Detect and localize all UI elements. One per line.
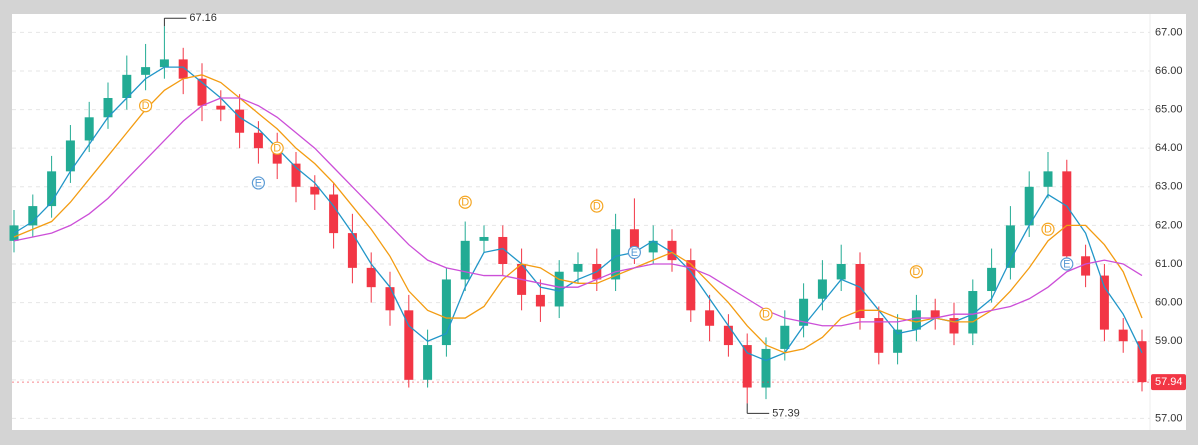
candle-body bbox=[65, 140, 75, 172]
candle-body bbox=[1024, 186, 1034, 226]
y-tick-label: 61.00 bbox=[1155, 258, 1183, 270]
candle-body bbox=[893, 329, 903, 353]
candle-body bbox=[291, 163, 301, 187]
event-marker bbox=[909, 265, 924, 279]
moving-average bbox=[13, 74, 1143, 354]
candle-body bbox=[930, 310, 940, 319]
y-tick-label: 65.00 bbox=[1155, 103, 1183, 115]
event-label: E bbox=[255, 177, 262, 189]
event-marker bbox=[270, 141, 284, 155]
candle-body bbox=[723, 325, 733, 346]
candle-body bbox=[329, 194, 339, 234]
candle-body bbox=[235, 109, 245, 133]
y-tick-label: 60.00 bbox=[1155, 297, 1183, 309]
event-marker bbox=[1041, 222, 1055, 236]
candle-body bbox=[705, 310, 715, 326]
event-marker bbox=[759, 307, 773, 321]
candle-body bbox=[47, 171, 57, 207]
candle-body bbox=[385, 287, 395, 311]
y-tick-label: 63.00 bbox=[1155, 181, 1183, 193]
low-label: 57.39 bbox=[772, 407, 800, 419]
event-marker bbox=[590, 199, 604, 213]
candle-body bbox=[911, 310, 921, 330]
candle-body bbox=[874, 318, 884, 353]
moving-average bbox=[13, 97, 1143, 327]
last-price-label: 57.94 bbox=[1155, 376, 1183, 388]
event-label: E bbox=[1063, 258, 1070, 270]
y-tick-label: 59.00 bbox=[1155, 335, 1183, 347]
candle-body bbox=[611, 229, 621, 280]
candle-body bbox=[441, 279, 451, 346]
event-label: D bbox=[762, 309, 770, 321]
candle-body bbox=[817, 279, 827, 299]
candle-body bbox=[272, 148, 282, 164]
candle-body bbox=[216, 105, 226, 110]
event-label: D bbox=[593, 200, 601, 212]
y-tick-label: 64.00 bbox=[1155, 142, 1183, 154]
candle-body bbox=[9, 225, 19, 241]
candle-body bbox=[535, 294, 545, 307]
candle-body bbox=[648, 240, 658, 253]
candle-body bbox=[103, 98, 113, 118]
candle-body bbox=[1137, 341, 1147, 383]
event-label: D bbox=[461, 197, 469, 209]
event-marker bbox=[1060, 257, 1074, 271]
candle-body bbox=[498, 236, 508, 264]
candle-body bbox=[949, 318, 959, 334]
candle-body bbox=[855, 264, 865, 319]
candle-body bbox=[1081, 256, 1091, 276]
event-label: D bbox=[1044, 224, 1052, 236]
candle-body bbox=[197, 78, 207, 106]
candle-body bbox=[310, 186, 320, 195]
candle-body bbox=[1118, 329, 1128, 342]
candle-body bbox=[159, 59, 169, 68]
candle-body bbox=[141, 67, 151, 75]
y-tick-label: 66.00 bbox=[1155, 65, 1183, 77]
candle-body bbox=[761, 348, 771, 388]
event-label: D bbox=[912, 266, 920, 278]
candle-body bbox=[122, 74, 132, 98]
event-label: D bbox=[273, 143, 281, 155]
candle-body bbox=[84, 117, 94, 141]
candle-body bbox=[178, 59, 188, 79]
y-tick-label: 67.00 bbox=[1155, 26, 1183, 38]
candle-body bbox=[799, 298, 809, 326]
event-marker bbox=[251, 176, 265, 190]
high-label: 67.16 bbox=[189, 12, 217, 24]
candle-body bbox=[742, 345, 752, 388]
candle-body bbox=[968, 291, 978, 334]
candle-body bbox=[629, 229, 639, 253]
candle-body bbox=[836, 264, 846, 280]
candle-body bbox=[404, 310, 414, 380]
event-label: E bbox=[631, 247, 638, 259]
event-marker bbox=[139, 99, 153, 113]
last-price-box bbox=[1151, 374, 1186, 391]
candle-body bbox=[479, 236, 489, 241]
candle-body bbox=[423, 345, 433, 380]
candle-body bbox=[1062, 171, 1072, 257]
event-marker bbox=[458, 195, 472, 209]
candle-body bbox=[987, 267, 997, 292]
candle-body bbox=[667, 240, 677, 261]
event-label: D bbox=[142, 100, 150, 112]
candle-body bbox=[347, 233, 357, 268]
y-tick-label: 57.00 bbox=[1155, 412, 1183, 424]
candle-body bbox=[460, 240, 470, 280]
y-tick-label: 62.00 bbox=[1155, 219, 1183, 231]
candle-body bbox=[686, 260, 696, 311]
candle-body bbox=[573, 264, 583, 272]
candle-body bbox=[1043, 171, 1053, 187]
candle-body bbox=[253, 132, 263, 149]
candle-body bbox=[366, 267, 376, 288]
candle-body bbox=[1005, 225, 1015, 268]
candle-body bbox=[28, 206, 38, 226]
panel bbox=[12, 14, 1186, 430]
candle-body bbox=[780, 325, 790, 349]
candle-body bbox=[1099, 275, 1109, 330]
event-marker bbox=[627, 245, 642, 260]
candle-body bbox=[554, 271, 564, 307]
